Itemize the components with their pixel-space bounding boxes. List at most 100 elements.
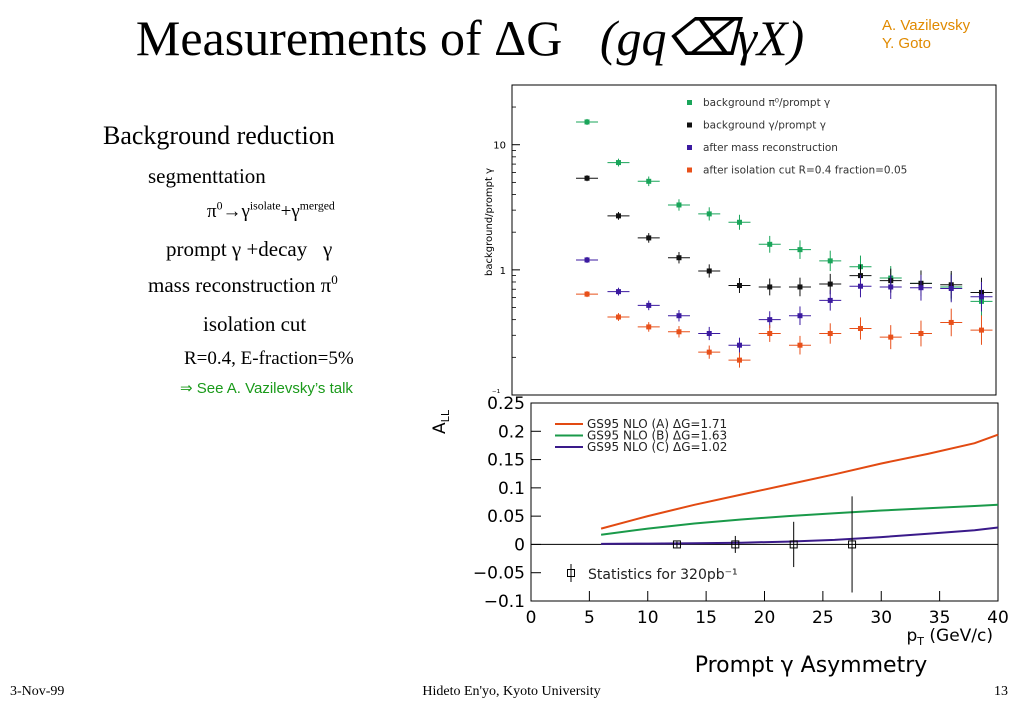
data-point — [731, 540, 740, 549]
chart-title: Prompt γ Asymmetry — [695, 653, 928, 678]
x-tick-label: 20 — [754, 608, 776, 628]
author-name: A. Vazilevsky — [882, 17, 971, 34]
footer-author: Hideto En'yo, Kyoto University — [422, 684, 601, 699]
y-tick-label: 0 — [514, 535, 525, 555]
data-point — [918, 331, 924, 337]
data-point — [584, 257, 590, 263]
data-point — [676, 202, 682, 208]
data-point — [948, 285, 954, 291]
data-point — [736, 357, 742, 363]
data-point — [797, 284, 803, 290]
y-axis-label: background/prompt γ — [484, 168, 495, 276]
authors: A. Vazilevsky Y. Goto — [882, 17, 970, 53]
data-point — [918, 285, 924, 291]
data-point — [848, 540, 857, 549]
footer-page-number: 13 — [994, 684, 1008, 699]
bullet-heading: Background reduction — [103, 121, 335, 150]
bullet-pi0-decay: π0→γisolate+γmerged — [207, 199, 335, 222]
legend-label: Statistics for 320pb⁻¹ — [588, 567, 738, 583]
data-point — [584, 119, 590, 125]
theory-curve — [600, 433, 999, 530]
legend-label: GS95 NLO (A) ΔG=1.71 — [587, 417, 727, 431]
data-point — [767, 331, 773, 337]
data-point — [736, 219, 742, 225]
data-point — [584, 175, 590, 181]
data-point — [706, 349, 712, 355]
y-tick-label: −0.1 — [484, 592, 525, 612]
x-tick-label: 5 — [584, 608, 595, 628]
plot-frame — [511, 84, 997, 396]
data-point — [736, 342, 742, 348]
x-tick-label: 30 — [870, 608, 892, 628]
data-point — [827, 281, 833, 287]
x-axis-label: pT (GeV/c) — [906, 626, 993, 648]
legend-label: background π⁰/prompt γ — [703, 97, 830, 109]
data-point — [646, 302, 652, 308]
data-point — [857, 325, 863, 331]
data-point — [978, 294, 984, 300]
data-point — [827, 258, 833, 264]
data-point — [827, 297, 833, 303]
footer-date: 3-Nov-99 — [10, 684, 65, 699]
data-point — [797, 313, 803, 319]
legend-label: background γ/prompt γ — [703, 120, 826, 132]
data-point — [797, 247, 803, 253]
y-tick-label: 0.25 — [487, 394, 525, 414]
bullet-params: R=0.4, E-fraction=5% — [184, 348, 354, 369]
y-tick-label: 0.05 — [487, 507, 525, 527]
legend-marker — [687, 145, 692, 150]
bullet-prompt-decay: prompt γ +decay γ — [166, 237, 333, 261]
y-tick-label: 10 — [493, 141, 506, 152]
x-tick-label: 25 — [812, 608, 834, 628]
legend-marker — [687, 167, 692, 173]
data-point — [584, 291, 590, 297]
data-point — [615, 314, 621, 320]
theory-curve — [600, 503, 999, 536]
data-point — [676, 255, 682, 261]
data-point — [615, 289, 621, 295]
legend-marker — [567, 569, 575, 577]
data-point — [646, 178, 652, 184]
y-min-tick-label: ⁻¹ — [492, 389, 501, 399]
asymmetry-chart: ALL pT (GeV/c) Prompt γ Asymmetry 0.250.… — [430, 394, 1009, 678]
y-axis-label: ALL — [430, 409, 452, 434]
legend-marker — [687, 100, 692, 105]
y-tick-label: 0.2 — [498, 422, 525, 442]
data-point — [646, 324, 652, 330]
x-tick-label: 35 — [929, 608, 951, 628]
data-point — [767, 284, 773, 290]
title-main: Measurements of ΔG — [135, 10, 563, 66]
bullet-mass-reco: mass reconstruction π0 — [148, 272, 338, 297]
data-point — [615, 160, 621, 166]
data-point — [827, 331, 833, 337]
legend-label: after isolation cut R=0.4 fraction=0.05 — [703, 165, 907, 177]
background-ratio-chart: background/prompt γ 10 1 ⁻¹ background π⁰/… — [484, 84, 997, 399]
y-tick-label: −0.05 — [473, 564, 525, 584]
data-point — [948, 319, 954, 325]
theory-curve — [601, 526, 999, 545]
y-tick-label: 0.15 — [487, 451, 525, 471]
data-point — [615, 213, 621, 219]
title-process: (gq⌫γX) — [599, 10, 805, 66]
author-name: Y. Goto — [882, 35, 931, 52]
data-point — [978, 327, 984, 333]
legend-label: GS95 NLO (C) ΔG=1.02 — [587, 440, 727, 454]
y-tick-label: 0.1 — [498, 479, 525, 499]
data-point — [888, 334, 894, 340]
data-point — [706, 211, 712, 217]
data-point — [888, 284, 894, 290]
data-point — [646, 235, 652, 241]
data-point — [789, 540, 798, 549]
legend-marker — [687, 122, 692, 128]
legend-label: after mass reconstruction — [703, 142, 838, 154]
plot-frame — [530, 402, 999, 602]
slide-title: Measurements of ΔG (gq⌫γX) — [0, 8, 940, 68]
bullet-isolation: isolation cut — [203, 312, 307, 336]
bullet-segmentation: segmenttation — [148, 164, 266, 188]
data-point — [767, 317, 773, 323]
data-point — [676, 329, 682, 335]
talk-reference: ⇒ See A. Vazilevsky’s talk — [180, 380, 353, 397]
x-tick-label: 0 — [526, 608, 537, 628]
data-point — [676, 313, 682, 319]
data-point — [672, 540, 681, 549]
